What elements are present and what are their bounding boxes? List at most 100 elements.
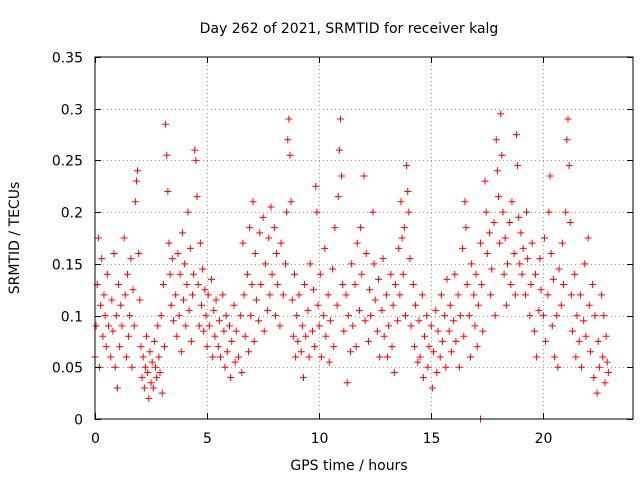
data-point [159, 281, 167, 289]
data-point [482, 208, 490, 216]
data-point [292, 353, 300, 361]
data-point [382, 291, 390, 299]
data-point [456, 312, 464, 320]
data-point [403, 162, 411, 170]
data-point [226, 322, 233, 330]
data-point [357, 224, 365, 232]
data-point [390, 368, 398, 376]
data-point [511, 291, 519, 299]
y-axis-label: SRMTID / TECUs [7, 182, 23, 295]
data-point [416, 353, 424, 361]
data-point [495, 193, 502, 201]
data-point [523, 208, 531, 216]
y-tick-label: 0.05 [52, 361, 83, 377]
data-point [535, 306, 543, 314]
data-point [134, 167, 142, 175]
data-point [295, 291, 303, 299]
data-point [478, 281, 486, 289]
data-point [446, 301, 454, 309]
y-tick-label: 0.3 [61, 103, 83, 119]
data-point [389, 301, 397, 309]
data-point [264, 306, 272, 314]
data-point [395, 244, 403, 252]
data-point [220, 327, 228, 335]
data-point [356, 306, 364, 314]
data-point [503, 260, 511, 268]
data-point [247, 312, 255, 320]
data-point [288, 296, 296, 304]
data-point [465, 312, 473, 320]
data-point [140, 384, 148, 392]
data-point [178, 229, 186, 237]
data-point [563, 136, 571, 144]
data-point [401, 312, 409, 320]
y-tick-label: 0.1 [61, 310, 83, 326]
data-point [243, 270, 251, 278]
data-point [452, 337, 460, 345]
data-point [406, 255, 414, 263]
data-point [370, 260, 378, 268]
data-point [305, 353, 313, 361]
data-point [190, 270, 198, 278]
data-point [205, 322, 213, 330]
data-point [104, 322, 112, 330]
data-point [424, 363, 432, 371]
data-point [347, 348, 355, 356]
data-point [194, 281, 202, 289]
data-point [375, 275, 383, 283]
data-point [139, 353, 147, 361]
data-point [404, 187, 412, 195]
data-point [138, 374, 146, 382]
data-point [312, 182, 320, 190]
data-point [437, 291, 445, 299]
data-point [276, 322, 284, 330]
data-point [540, 234, 548, 242]
data-point [369, 208, 377, 216]
data-point [208, 275, 216, 283]
data-point [297, 348, 305, 356]
data-point [285, 115, 293, 123]
data-point [126, 312, 134, 320]
data-point [565, 162, 573, 170]
data-point [548, 322, 556, 330]
x-tick-label: 5 [203, 431, 212, 447]
x-tick-label: 20 [535, 431, 553, 447]
data-point [246, 224, 254, 232]
data-point [590, 374, 598, 382]
data-point [512, 131, 520, 139]
data-point [149, 384, 157, 392]
data-point [313, 208, 321, 216]
data-point [94, 234, 102, 242]
data-point [577, 363, 585, 371]
data-point [500, 270, 508, 278]
data-point [329, 265, 337, 273]
data-point [558, 239, 566, 247]
data-point [189, 291, 197, 299]
data-point [164, 187, 172, 195]
data-point [166, 270, 174, 278]
data-point [516, 260, 524, 268]
data-point [528, 239, 536, 247]
data-point [376, 353, 384, 361]
data-point [245, 348, 253, 356]
data-point [227, 374, 235, 382]
data-point [492, 136, 500, 144]
data-point [160, 343, 168, 351]
data-point [215, 317, 223, 325]
data-point [204, 291, 212, 299]
data-point [344, 312, 352, 320]
data-point [564, 115, 572, 123]
data-point [526, 312, 534, 320]
data-point [335, 146, 343, 154]
data-point [493, 167, 501, 175]
data-point [137, 343, 145, 351]
data-point [132, 177, 140, 185]
data-point [589, 281, 597, 289]
data-point [197, 301, 205, 309]
data-point [472, 270, 480, 278]
data-point [120, 234, 128, 242]
data-point [330, 343, 338, 351]
data-point [568, 327, 576, 335]
data-point [580, 317, 588, 325]
data-point [414, 358, 422, 366]
